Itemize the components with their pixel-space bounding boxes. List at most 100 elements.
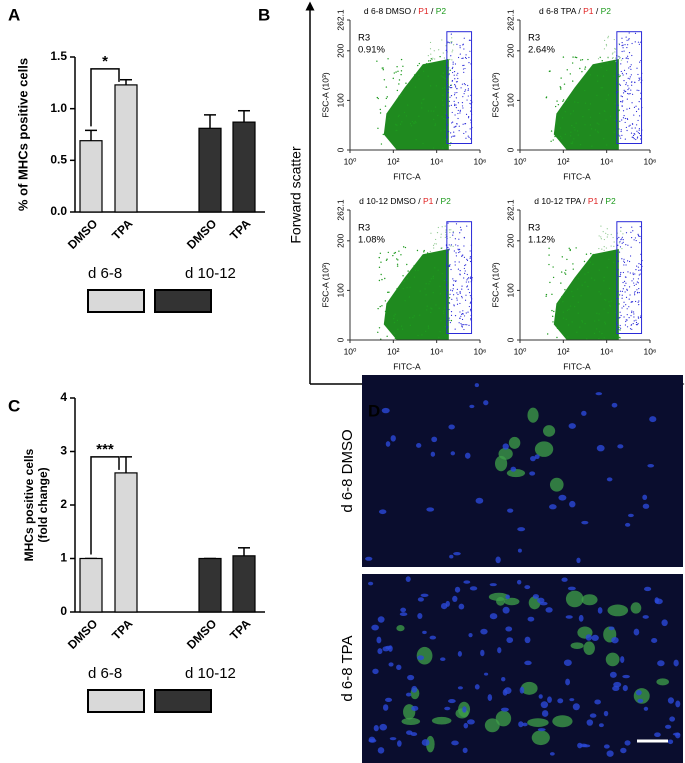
nucleus xyxy=(664,724,672,729)
gated-dot xyxy=(623,260,625,262)
cell-dot xyxy=(449,69,451,72)
nucleus xyxy=(585,634,592,641)
gated-dot xyxy=(457,248,459,250)
nucleus xyxy=(422,630,427,635)
gated-dot xyxy=(453,74,455,76)
cell-dot xyxy=(395,71,397,73)
gated-dot xyxy=(452,278,454,280)
gated-dot xyxy=(631,136,633,138)
cell-dot xyxy=(601,332,603,335)
gated-dot xyxy=(468,115,470,118)
gated-dot xyxy=(454,261,456,263)
cell-dot xyxy=(439,285,441,287)
cell-dot xyxy=(433,247,435,249)
title-part: / xyxy=(594,6,601,16)
title-part: / xyxy=(429,6,436,16)
gated-dot xyxy=(450,55,452,57)
cell-dot xyxy=(421,107,423,109)
gated-dot xyxy=(456,43,458,46)
cell-dot xyxy=(581,320,583,322)
cell-dot xyxy=(392,317,395,320)
cell-dot xyxy=(432,147,435,149)
gated-dot xyxy=(457,268,460,270)
gated-dot xyxy=(625,126,627,129)
cell-dot xyxy=(603,246,605,248)
nucleus xyxy=(376,636,382,644)
x-tick-label: 10⁶ xyxy=(474,346,487,356)
gated-dot xyxy=(629,76,631,78)
cell-dot xyxy=(395,123,397,126)
gated-dot xyxy=(465,137,467,139)
gated-dot xyxy=(464,89,467,91)
cell-dot xyxy=(612,52,614,54)
gated-dot xyxy=(638,101,640,103)
cell-dot xyxy=(584,66,587,68)
y-tick-label: 2 xyxy=(60,497,67,511)
nucleus xyxy=(576,557,581,564)
cell-dot xyxy=(556,327,559,330)
nucleus xyxy=(480,628,488,635)
cell-dot xyxy=(397,259,399,261)
gated-dot xyxy=(622,92,625,94)
gated-dot xyxy=(626,326,629,328)
cell-dot xyxy=(413,74,416,76)
cell-dot xyxy=(586,338,588,340)
cell-dot xyxy=(437,226,439,229)
y-tick-label: 0 xyxy=(335,337,345,342)
gated-dot xyxy=(633,114,635,116)
cell-dot xyxy=(572,141,574,143)
cell-dot xyxy=(401,328,404,330)
gate-name: R3 xyxy=(528,223,540,234)
gated-dot xyxy=(448,86,450,88)
gated-dot xyxy=(623,89,625,91)
gated-dot xyxy=(455,107,457,109)
cell-dot xyxy=(400,73,402,76)
gated-dot xyxy=(461,295,463,298)
nucleus xyxy=(440,657,446,661)
nucleus xyxy=(420,593,429,598)
cell-dot xyxy=(601,248,603,250)
green-cell xyxy=(527,407,539,423)
nucleus xyxy=(457,686,463,690)
cell-dot xyxy=(620,59,623,61)
y-tick-label: 200 xyxy=(335,43,345,57)
cell-dot xyxy=(614,119,616,121)
gated-dot xyxy=(627,92,629,95)
cell-dot xyxy=(435,85,438,87)
title-part: P1 xyxy=(423,196,434,206)
cell-dot xyxy=(404,300,406,302)
cell-dot xyxy=(574,101,576,103)
gated-dot xyxy=(468,277,470,279)
nucleus xyxy=(633,628,640,636)
gated-dot xyxy=(456,299,458,301)
gated-dot xyxy=(636,265,638,267)
nucleus xyxy=(635,690,642,696)
cell-dot xyxy=(443,312,445,315)
gated-dot xyxy=(638,269,640,271)
title-part: / xyxy=(581,196,588,206)
gated-dot xyxy=(619,316,621,319)
gated-dot xyxy=(635,283,637,285)
nucleus xyxy=(462,706,467,713)
nucleus xyxy=(495,556,501,564)
cell-dot xyxy=(562,56,565,58)
cell-dot xyxy=(388,291,390,293)
cell-dot xyxy=(618,75,620,78)
x-tick-label: 10⁰ xyxy=(344,156,357,166)
cell-dot xyxy=(430,278,433,280)
cell-dot xyxy=(393,252,395,255)
cell-dot xyxy=(393,315,395,317)
nucleus xyxy=(642,494,648,500)
nucleus xyxy=(396,740,402,747)
gated-dot xyxy=(638,79,640,82)
cell-dot xyxy=(379,112,382,114)
gated-dot xyxy=(456,288,458,291)
cell-dot xyxy=(379,252,382,254)
gated-dot xyxy=(636,89,638,91)
gated-dot xyxy=(454,103,456,105)
cell-dot xyxy=(552,139,554,141)
plot-title: d 6-8 DMSO / P1 / P2 xyxy=(364,6,447,16)
cell-dot xyxy=(418,62,421,65)
cell-dot xyxy=(449,144,451,146)
x-tick-label: DMSO xyxy=(184,216,219,251)
